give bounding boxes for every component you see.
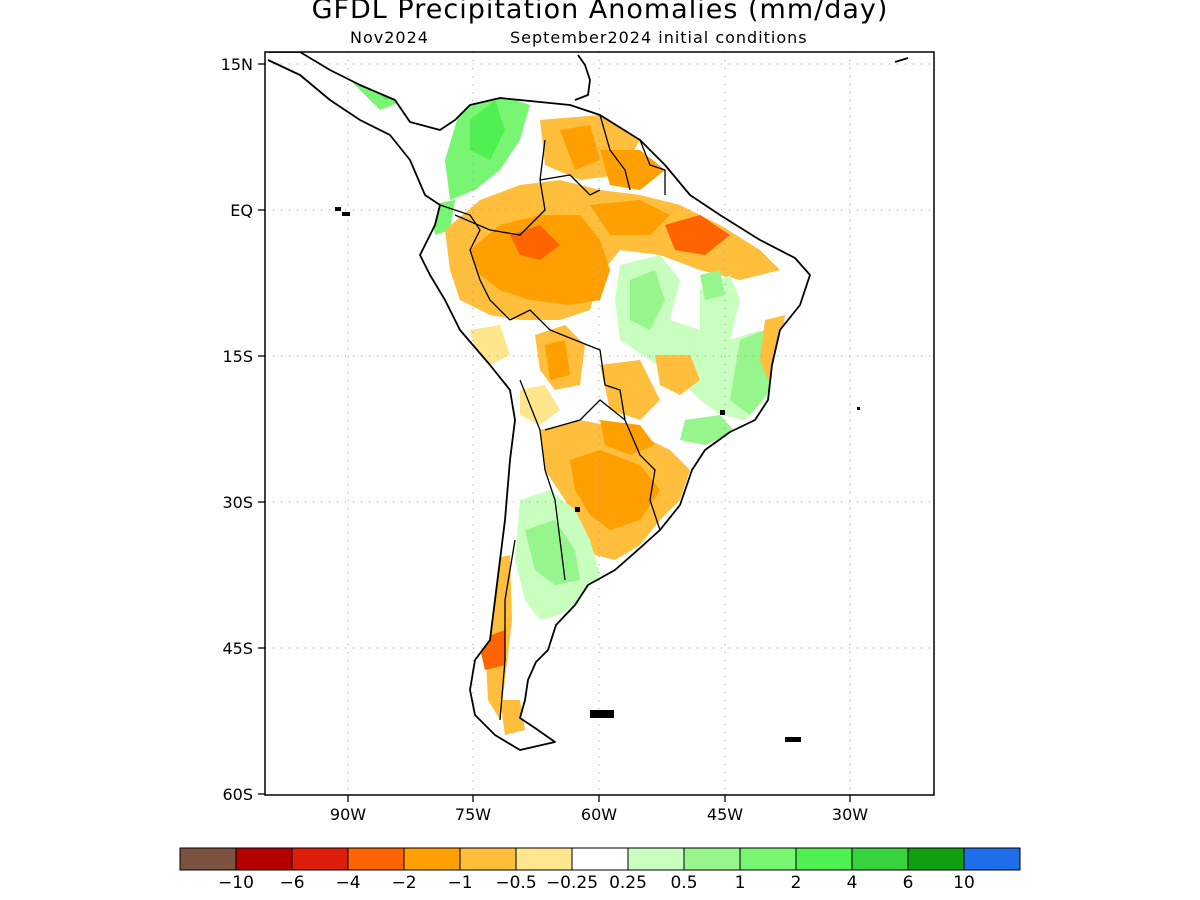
colorbar-swatch — [459, 847, 517, 871]
colorbar-swatch — [851, 847, 909, 871]
colorbar-swatch — [291, 847, 349, 871]
lat-labels: 15N EQ 15S 30S 45S 60S — [221, 55, 253, 804]
colorbar-swatch — [515, 847, 573, 871]
lon-label: 90W — [330, 805, 366, 824]
lat-label: 30S — [222, 493, 253, 512]
colorbar-swatch — [179, 847, 237, 871]
colorbar-label: −10 — [218, 873, 254, 893]
lat-label: 45S — [222, 639, 253, 658]
colorbar-label: 4 — [847, 873, 858, 893]
colorbar-swatch — [235, 847, 293, 871]
valid-month-label: Nov2024 — [350, 28, 429, 47]
colorbar-label: −1 — [447, 873, 472, 893]
colorbar-label: 2 — [791, 873, 802, 893]
colorbar-swatch — [627, 847, 685, 871]
colorbar-swatch — [907, 847, 965, 871]
country-borders — [439, 114, 666, 721]
colorbar-swatch — [963, 847, 1021, 871]
colorbar-label: −2 — [391, 873, 416, 893]
coastline — [267, 52, 909, 751]
colorbar-label: −6 — [279, 873, 304, 893]
anomaly-shading — [268, 52, 810, 750]
colorbar-label: 0.5 — [670, 873, 697, 893]
colorbar-swatch — [683, 847, 741, 871]
colorbar-swatch — [739, 847, 797, 871]
init-conditions-label: September2024 initial conditions — [510, 28, 808, 47]
lat-label: 15N — [221, 55, 253, 74]
lat-label: EQ — [230, 201, 253, 220]
lat-label: 15S — [222, 347, 253, 366]
colorbar — [179, 847, 1021, 871]
lat-label: 60S — [222, 785, 253, 804]
colorbar-swatch — [403, 847, 461, 871]
colorbar-label: −0.5 — [495, 873, 536, 893]
colorbar-swatch — [347, 847, 405, 871]
colorbar-label: 6 — [903, 873, 914, 893]
colorbar-label: −0.25 — [546, 873, 598, 893]
tick-marks — [258, 63, 851, 802]
colorbar-label: 1 — [735, 873, 746, 893]
colorbar-swatch — [571, 847, 629, 871]
colorbar-label: −4 — [335, 873, 360, 893]
colorbar-label: 10 — [953, 873, 975, 893]
colorbar-labels: −10 −6 −4 −2 −1 −0.5 −0.25 0.25 0.5 1 2 4 6 10 — [218, 873, 975, 893]
lon-label: 60W — [581, 805, 617, 824]
colorbar-swatch — [795, 847, 853, 871]
islands — [335, 207, 860, 742]
colorbar-label: 0.25 — [609, 873, 647, 893]
lon-labels: 90W 75W 60W 45W 30W — [330, 805, 868, 824]
lon-label: 75W — [455, 805, 491, 824]
map-title: GFDL Precipitation Anomalies (mm/day) — [311, 0, 889, 25]
lon-label: 30W — [832, 805, 868, 824]
lon-label: 45W — [707, 805, 743, 824]
